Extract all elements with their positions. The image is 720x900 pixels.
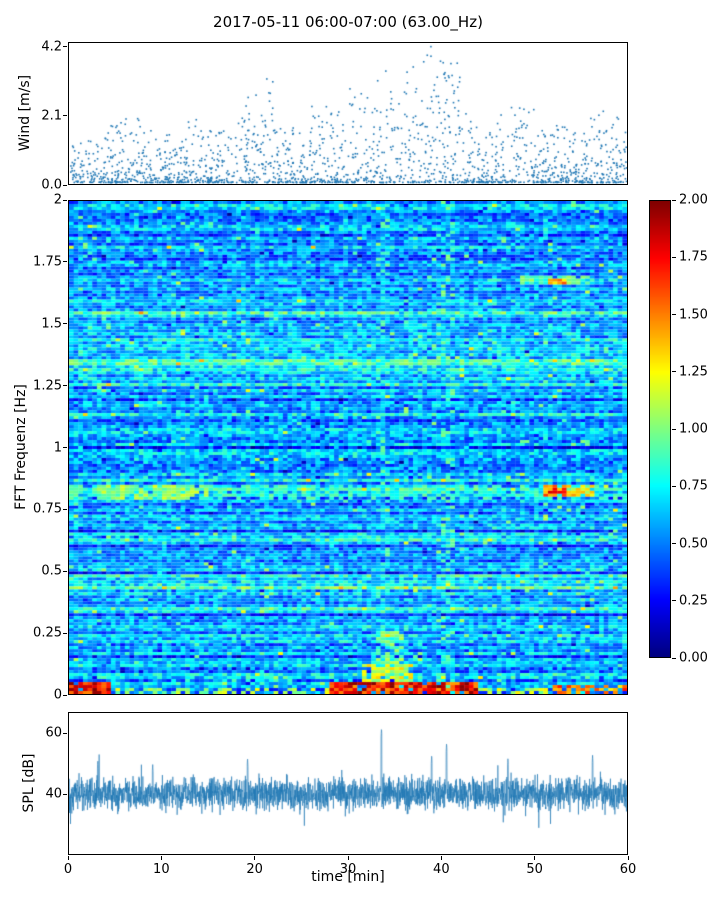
fft-ytick-label: 0.75	[33, 501, 62, 517]
tick-mark	[534, 856, 536, 860]
colorbar-tick-label: 2.00	[679, 192, 708, 208]
tick-mark	[63, 385, 67, 387]
colorbar-tick-label: 1.00	[679, 421, 708, 437]
time-tick-label: 20	[246, 862, 263, 877]
fft-ytick-label: 1.5	[41, 316, 62, 332]
tick-mark	[440, 856, 442, 860]
tick-mark	[160, 856, 162, 860]
fft-ytick-label: 0.5	[41, 563, 62, 579]
tick-mark	[63, 447, 67, 448]
fft-ytick-label: 0	[53, 687, 62, 703]
fft-ytick-label: 2	[53, 192, 62, 208]
tick-mark	[63, 261, 67, 263]
wind-ytick-label: 4.2	[41, 39, 62, 55]
tick-mark	[672, 256, 676, 258]
tick-mark	[63, 184, 67, 186]
colorbar-tick-label: 0.50	[679, 536, 708, 551]
spl-ytick-label: 60	[45, 725, 62, 741]
colorbar-tick-label: 1.50	[679, 307, 708, 322]
colorbar-tick-label: 1.75	[679, 249, 708, 265]
fft-ytick-label: 1	[53, 440, 62, 455]
tick-mark	[672, 371, 676, 373]
tick-mark	[63, 199, 67, 201]
wind-ytick-label: 2.1	[41, 108, 62, 124]
tick-mark	[63, 46, 67, 48]
colorbar-tick-label: 0.25	[679, 593, 708, 609]
time-tick-label: 10	[153, 862, 170, 877]
colorbar	[649, 200, 671, 658]
tick-mark	[63, 632, 67, 634]
tick-mark	[67, 856, 69, 860]
tick-mark	[672, 657, 676, 659]
colorbar-tick-label: 0.75	[679, 478, 708, 494]
tick-mark	[672, 600, 676, 602]
spl-axis-label: SPL [dB]	[21, 753, 37, 813]
spl-line-canvas	[69, 713, 627, 854]
time-axis-label: time [min]	[311, 869, 385, 885]
fft-ytick-label: 1.25	[33, 378, 62, 394]
wind-scatter-canvas	[69, 43, 627, 184]
tick-mark	[63, 694, 67, 696]
tick-mark	[347, 856, 349, 860]
time-tick-label: 30	[339, 862, 357, 877]
time-tick-label: 40	[433, 862, 450, 877]
tick-mark	[627, 856, 629, 860]
colorbar-tick-label: 0.00	[679, 650, 708, 666]
time-tick-label: 50	[526, 862, 543, 877]
colorbar-tick-label: 1.25	[679, 364, 708, 380]
spl-ytick-label: 40	[45, 786, 62, 802]
wind-ytick-label: 0.0	[41, 177, 62, 193]
colorbar-canvas	[650, 201, 670, 657]
spectrogram-canvas	[69, 201, 627, 694]
tick-mark	[63, 732, 67, 734]
tick-mark	[63, 570, 67, 572]
fft-ytick-label: 1.75	[33, 254, 62, 270]
tick-mark	[672, 428, 676, 430]
tick-mark	[254, 856, 256, 860]
fft-ytick-label: 0.25	[33, 625, 62, 641]
tick-mark	[63, 323, 67, 325]
fft-spectrogram-plot	[68, 200, 628, 695]
time-tick-label: 60	[619, 862, 637, 877]
spl-line-plot	[68, 712, 628, 855]
tick-mark	[63, 508, 67, 510]
tick-mark	[63, 115, 67, 117]
tick-mark	[63, 793, 67, 795]
tick-mark	[672, 543, 676, 544]
tick-mark	[672, 485, 676, 487]
tick-mark	[672, 199, 676, 201]
figure-title: 2017-05-11 06:00-07:00 (63.00_Hz)	[213, 13, 483, 31]
tick-mark	[672, 314, 676, 315]
time-tick-label: 0	[63, 862, 73, 877]
wind-scatter-plot	[68, 42, 628, 185]
